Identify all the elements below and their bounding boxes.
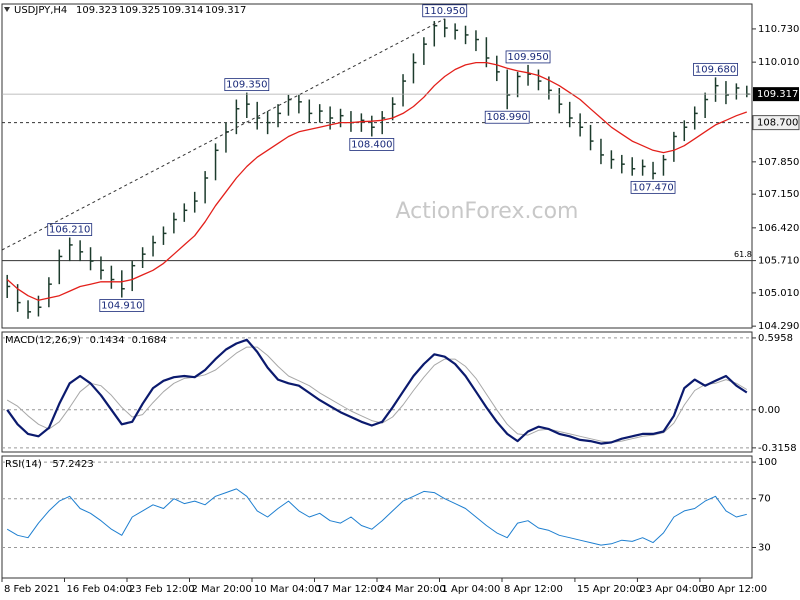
x-tick-label: 8 Apr 12:00: [504, 584, 563, 595]
y-tick-label: 110.730: [758, 24, 799, 35]
annotation-box: [693, 62, 738, 76]
moving-average: [6, 61, 748, 301]
x-tick-label: 24 Mar 20:00: [379, 584, 446, 595]
price-box: [753, 87, 799, 102]
annotation-box: [484, 110, 530, 124]
annotation-box: [224, 78, 270, 92]
indicator-title: RSI(14): [5, 459, 42, 470]
trend-line: [1, 18, 445, 251]
annotation-label: 107.470: [632, 182, 673, 193]
symbol: USDJPY,H4: [14, 5, 67, 16]
annotation-box: [47, 223, 93, 236]
x-tick-label: 1 Apr 04:00: [442, 584, 501, 595]
x-tick-label: 10 Mar 04:00: [254, 584, 321, 595]
indicator-readout: 0.1434: [90, 335, 125, 346]
annotation-box: [349, 138, 395, 151]
panel-frame: [1, 3, 753, 329]
menu-icon: [4, 7, 10, 12]
indicator-title: MACD(12,26,9): [5, 335, 81, 346]
annotation-label: 109.950: [507, 52, 548, 63]
x-tick-label: 30 Apr 12:00: [702, 584, 767, 595]
quote-value: 109.323: [76, 5, 117, 16]
annotation-label: 108.990: [487, 112, 528, 123]
x-tick-label: 2 Mar 20:00: [192, 584, 252, 595]
y-tick-label: 30: [758, 543, 771, 554]
y-tick-label: 110.010: [758, 57, 799, 68]
annotation-box: [422, 4, 468, 18]
y-tick-label: 104.290: [758, 321, 799, 332]
y-tick-label: 100: [758, 457, 777, 468]
x-tick-label: 23 Apr 04:00: [639, 584, 704, 595]
x-tick-label: 23 Feb 12:00: [129, 584, 195, 595]
quote-value: 109.314: [162, 5, 203, 16]
x-tick-label: 15 Apr 20:00: [577, 584, 642, 595]
x-tick-label: 16 Feb 04:00: [67, 584, 133, 595]
panel-frame: [1, 455, 753, 579]
quote-value: 109.325: [119, 5, 160, 16]
y-tick-label: 105.010: [758, 288, 799, 299]
y-tick-label: 0.5958: [758, 333, 793, 344]
macd-line: [6, 338, 748, 445]
level-label: 108.700: [757, 118, 798, 129]
y-tick-label: 107.850: [758, 157, 799, 168]
indicator-readout: 57.2423: [52, 459, 93, 470]
rsi-line: [6, 488, 747, 546]
annotation-box: [630, 180, 676, 194]
annotation-label: 108.400: [351, 139, 392, 150]
y-tick-label: 70: [758, 494, 771, 505]
annotation-box: [505, 50, 551, 64]
signal-line: [6, 346, 748, 443]
annotation-label: 104.910: [101, 301, 142, 312]
x-tick-label: 8 Feb 2021: [4, 584, 60, 595]
y-tick-label: 106.420: [758, 223, 799, 234]
annotation-label: 110.950: [424, 6, 465, 17]
watermark: ActionForex.com: [396, 199, 579, 224]
y-tick-label: 105.710: [758, 256, 799, 267]
x-tick-label: 17 Mar 12:00: [317, 584, 384, 595]
panel-frame: [1, 331, 753, 453]
annotation-label: 109.350: [226, 80, 267, 91]
price-label: 109.317: [757, 89, 798, 100]
annotation-box: [99, 299, 145, 312]
indicator-readout: 0.1684: [132, 335, 167, 346]
annotation-label: 106.210: [49, 225, 90, 236]
annotation-label: 109.680: [695, 64, 736, 75]
y-tick-label: -0.3158: [758, 443, 797, 454]
quote-value: 109.317: [205, 5, 246, 16]
fib-label: 61.8: [734, 250, 752, 259]
level-box: [752, 115, 800, 131]
y-tick-label: 107.150: [758, 189, 799, 200]
y-tick-label: 0.00: [758, 405, 780, 416]
